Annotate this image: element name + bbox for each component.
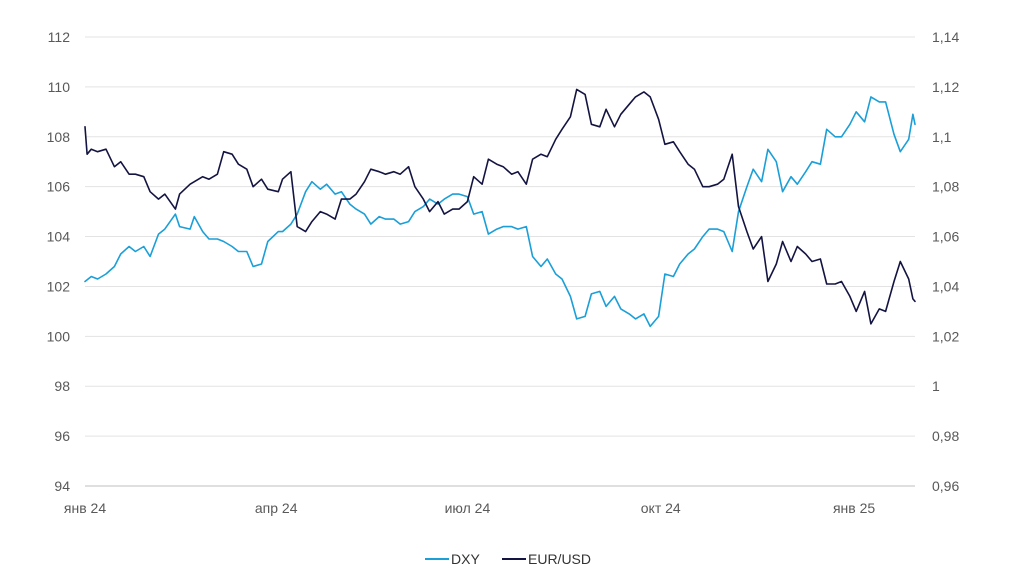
left-axis-tick-label: 94 xyxy=(54,478,70,494)
left-axis-tick-label: 96 xyxy=(54,428,70,444)
series-line-dxy xyxy=(84,96,916,328)
x-axis-tick-label: июл 24 xyxy=(445,500,491,516)
legend-item-eur-usd-label: EUR/USD xyxy=(528,551,591,567)
series-line-eur-usd xyxy=(84,88,916,325)
right-axis-tick-label: 1,1 xyxy=(932,129,952,145)
right-axis-tick-label: 1,14 xyxy=(932,29,959,45)
left-axis-tick-label: 100 xyxy=(47,328,71,344)
left-axis-tick-label: 104 xyxy=(47,229,71,245)
x-axis-tick-label: окт 24 xyxy=(641,500,681,516)
right-axis-ticks: 1,14 1,12 1,1 1,08 1,06 1,04 1,02 1 0,98 0,96 xyxy=(932,29,959,494)
right-axis-tick-label: 0,96 xyxy=(932,478,959,494)
left-axis-ticks: 112 110 108 106 104 102 100 98 96 94 xyxy=(47,29,71,494)
right-axis-tick-label: 1,12 xyxy=(932,79,959,95)
x-axis-tick-label: янв 25 xyxy=(833,500,875,516)
x-axis-ticks: янв 24 апр 24 июл 24 окт 24 янв 25 xyxy=(64,500,875,516)
left-axis-tick-label: 98 xyxy=(54,378,70,394)
left-axis-tick-label: 108 xyxy=(47,129,71,145)
x-axis-tick-label: янв 24 xyxy=(64,500,106,516)
left-axis-tick-label: 110 xyxy=(48,79,71,95)
gridlines xyxy=(85,36,915,487)
legend: DXY EUR/USD xyxy=(425,551,591,567)
right-axis-tick-label: 1,06 xyxy=(932,229,959,245)
x-axis-tick-label: апр 24 xyxy=(255,500,298,516)
right-axis-tick-label: 1 xyxy=(932,378,940,394)
right-axis-tick-label: 1,08 xyxy=(932,179,959,195)
left-axis-tick-label: 102 xyxy=(47,278,71,294)
series-layer xyxy=(84,88,916,328)
left-axis-tick-label: 106 xyxy=(47,179,71,195)
right-axis-tick-label: 1,04 xyxy=(932,278,959,294)
left-axis-tick-label: 112 xyxy=(48,29,71,45)
legend-item-dxy-label: DXY xyxy=(451,551,480,567)
right-axis-tick-label: 0,98 xyxy=(932,428,959,444)
right-axis-tick-label: 1,02 xyxy=(932,328,959,344)
